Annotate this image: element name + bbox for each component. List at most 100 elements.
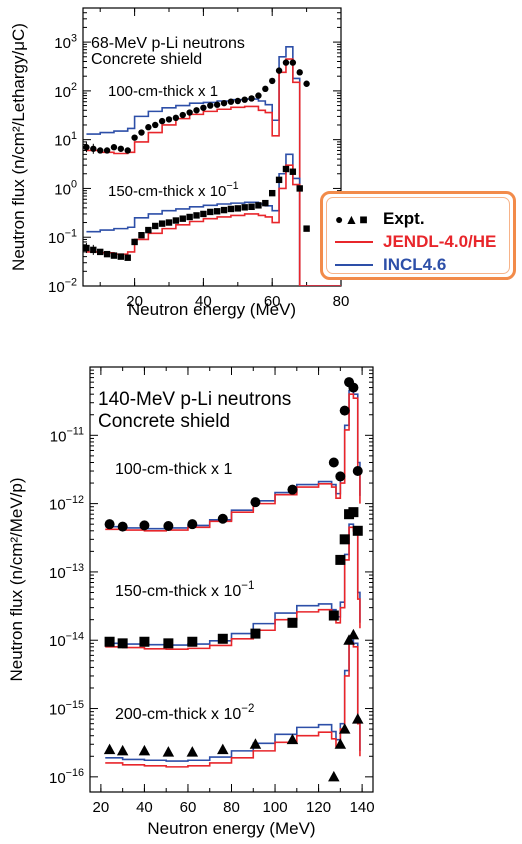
- expt-point-circle: [269, 77, 276, 85]
- y-tick-label: 102: [54, 81, 77, 101]
- expt-point-square: [262, 199, 269, 207]
- expt-point-square: [287, 617, 298, 628]
- y-tick-label: 103: [54, 32, 77, 52]
- incl-series-line: [105, 639, 361, 762]
- expt-point-circle: [217, 513, 228, 524]
- expt-point-circle: [179, 111, 186, 119]
- expt-point-circle: [262, 85, 269, 93]
- expt-point-circle: [97, 147, 104, 154]
- expt-point-square: [207, 208, 214, 216]
- expt-point-square: [234, 205, 241, 212]
- expt-point-square: [103, 250, 111, 258]
- expt-point-circle: [275, 67, 283, 74]
- expt-point-square: [110, 252, 118, 259]
- expt-point-circle: [296, 69, 303, 76]
- expt-point-square: [186, 213, 193, 221]
- expt-point-triangle: [347, 628, 360, 640]
- expt-point-square: [269, 189, 276, 197]
- expt-point-square: [328, 610, 339, 621]
- expt-point-square: [220, 206, 228, 214]
- x-tick-label: 40: [195, 293, 212, 310]
- expt-point-square: [352, 525, 363, 536]
- expt-point-circle: [303, 80, 310, 87]
- expt-point-square: [296, 185, 303, 192]
- x-tick-label: 120: [306, 799, 331, 816]
- legend: ●▲■ Expt. JENDL-4.0/HE INCL4.6: [320, 191, 516, 280]
- expt-point-circle: [131, 134, 138, 141]
- x-tick-label: 100: [263, 799, 288, 816]
- y-axis-label: Neutron flux (n/cm²/MeV/p): [7, 477, 26, 681]
- expt-point-circle: [220, 99, 228, 107]
- x-tick-label: 20: [126, 293, 143, 310]
- chart-subtitle: Concrete shield: [98, 411, 230, 432]
- expt-point-circle: [158, 117, 166, 125]
- jendl-series-line: [86, 164, 341, 286]
- chart-title: 68-MeV p-Li neutrons: [91, 35, 245, 52]
- legend-incl-label: INCL4.6: [383, 255, 447, 274]
- y-tick-label: 10−2: [48, 276, 77, 296]
- thickness-annotation: 150-cm-thick x 10−1: [115, 580, 254, 600]
- plot-area: [103, 377, 364, 782]
- expt-point-square: [131, 238, 138, 246]
- y-axis-label: Neutron flux (n/cm²/Lethargy/μC): [9, 23, 28, 271]
- thickness-annotation: 150-cm-thick x 10−1: [108, 180, 239, 200]
- expt-point-triangle: [343, 634, 355, 645]
- expt-point-circle: [335, 471, 346, 482]
- expt-point-circle: [103, 147, 111, 154]
- legend-expt-symbols: ●▲■: [335, 211, 369, 227]
- legend-jendl-label: JENDL-4.0/HE: [383, 232, 497, 251]
- y-tick-label: 100: [54, 179, 77, 199]
- expt-point-circle: [287, 484, 298, 495]
- x-tick-label: 60: [180, 799, 197, 816]
- legend-jendl: JENDL-4.0/HE: [335, 231, 496, 253]
- x-tick-label: 80: [333, 293, 350, 310]
- expt-point-square: [289, 168, 297, 175]
- jendl-series-line: [105, 526, 361, 650]
- expt-point-circle: [213, 101, 221, 108]
- expt-point-square: [217, 633, 228, 644]
- legend-incl-line: [335, 264, 373, 266]
- y-tick-label: 10−11: [50, 426, 84, 446]
- thickness-annotation: 200-cm-thick x 10−2: [115, 703, 254, 723]
- expt-point-square: [241, 204, 248, 211]
- thickness-annotation: 100-cm-thick x 1: [115, 461, 232, 478]
- expt-point-circle: [241, 96, 248, 103]
- expt-point-square: [275, 176, 283, 184]
- expt-point-square: [117, 638, 128, 649]
- thickness-annotation: 100-cm-thick x 1: [108, 83, 218, 100]
- expt-point-square: [227, 205, 235, 213]
- y-tick-label: 10−1: [48, 227, 77, 247]
- expt-point-circle: [339, 405, 350, 416]
- expt-point-triangle: [286, 733, 299, 745]
- expt-point-circle: [104, 519, 115, 530]
- expt-point-triangle: [217, 743, 229, 755]
- expt-point-square: [179, 215, 186, 222]
- plot-area: [83, 46, 341, 286]
- expt-point-triangle: [116, 744, 129, 756]
- y-tick-label: 101: [54, 130, 77, 150]
- incl-series-line: [86, 46, 341, 286]
- expt-point-circle: [193, 107, 200, 114]
- expt-point-square: [117, 253, 125, 260]
- expt-point-circle: [172, 114, 180, 122]
- chart-subtitle: Concrete shield: [91, 51, 202, 68]
- legend-expt: ●▲■ Expt.: [335, 208, 425, 230]
- y-tick-label: 10−16: [49, 767, 84, 787]
- y-tick-label: 10−12: [49, 494, 84, 514]
- expt-point-square: [163, 638, 174, 649]
- incl-series-line: [86, 153, 341, 286]
- x-axis-label: Neutron energy (MeV): [147, 819, 315, 838]
- expt-point-circle: [152, 121, 159, 129]
- expt-point-triangle: [334, 738, 347, 749]
- expt-point-square: [282, 165, 290, 173]
- expt-point-circle: [145, 124, 152, 131]
- expt-point-square: [165, 219, 173, 226]
- expt-point-square: [339, 534, 350, 545]
- expt-point-circle: [234, 97, 241, 105]
- x-tick-label: 40: [136, 799, 153, 816]
- expt-point-square: [250, 628, 261, 639]
- plot-68mev: 20 40 60 80 10−2 10−1 100 101 102 103 Neutron ener…: [9, 7, 350, 319]
- expt-point-circle: [289, 59, 297, 66]
- expt-point-square: [152, 222, 159, 230]
